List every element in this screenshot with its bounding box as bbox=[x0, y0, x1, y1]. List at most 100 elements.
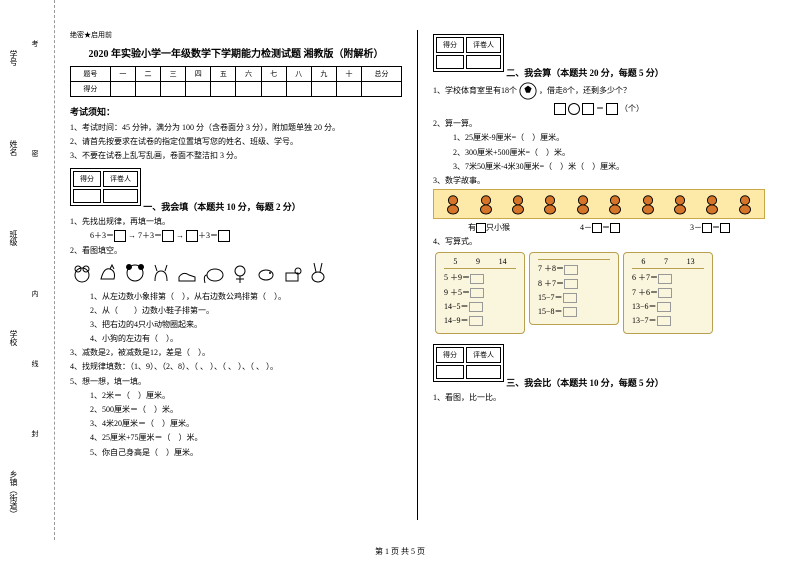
section2-title: 二、我会算（本题共 20 分，每题 5 分） bbox=[506, 68, 664, 78]
grader-label: 评卷人 bbox=[103, 171, 138, 187]
q2-item: 1、从左边数小象排第（ ），从右边数公鸡排第（ ）。 bbox=[70, 291, 402, 302]
answer-box[interactable] bbox=[658, 274, 672, 284]
q1-eq: 6＋3＝ → 7＋3＝ → ＋3＝ bbox=[70, 230, 402, 242]
answer-box[interactable] bbox=[564, 279, 578, 289]
bind-label: 姓名 bbox=[8, 140, 19, 156]
scorer-box: 得分评卷人 bbox=[433, 34, 504, 72]
monkey-icon bbox=[604, 193, 626, 215]
monkey-row bbox=[433, 189, 765, 219]
score-label: 得分 bbox=[436, 347, 464, 363]
bind-mark: 线 bbox=[30, 360, 40, 367]
q5-item: 2、500厘米＝（ ）米。 bbox=[70, 404, 402, 415]
q5-item: 4、25厘米+75厘米＝（ ）米。 bbox=[70, 432, 402, 443]
s2q2-item: 3、7米50厘米-4米30厘米=（ ）米（ ）厘米。 bbox=[433, 161, 765, 172]
calc-card: 7 ＋8＝8 ＋7＝15−7＝15−8＝ bbox=[529, 252, 619, 325]
answer-box[interactable] bbox=[186, 230, 198, 242]
monkey-icon bbox=[734, 193, 756, 215]
grader-label: 评卷人 bbox=[466, 37, 501, 53]
q5-item: 1、2米＝（ ）厘米。 bbox=[70, 390, 402, 401]
q2-item: 4、小狗的左边有（ ）。 bbox=[70, 333, 402, 344]
monkey-icon bbox=[475, 193, 497, 215]
bind-mark: 考 bbox=[30, 40, 40, 47]
left-column: 绝密★启用前 2020 年实验小学一年级数学下学期能力检测试题 湘教版（附解析）… bbox=[55, 30, 418, 520]
answer-box[interactable] bbox=[582, 103, 594, 115]
monkey-answers: 有只小猴 4－＝ 3－＝ bbox=[433, 222, 765, 233]
answer-box[interactable] bbox=[563, 293, 577, 303]
answer-box[interactable] bbox=[470, 274, 484, 284]
elephant-icon bbox=[201, 261, 225, 285]
answer-box[interactable] bbox=[564, 265, 578, 275]
notice: 2、请首先按要求在试卷的指定位置填写您的姓名、班级、学号。 bbox=[70, 136, 402, 147]
notice: 3、不要在试卷上乱写乱画，卷面不整洁扣 3 分。 bbox=[70, 150, 402, 161]
answer-box[interactable] bbox=[114, 230, 126, 242]
q2: 2、看图填空。 bbox=[70, 245, 402, 256]
q2-item: 3、把右边的4只小动物圈起来。 bbox=[70, 319, 402, 330]
answer-box[interactable] bbox=[162, 230, 174, 242]
monkey-icon bbox=[637, 193, 659, 215]
answer-box[interactable] bbox=[470, 288, 484, 298]
calc-card: 59145 ＋9＝9 ＋5＝14−5＝14−9＝ bbox=[435, 252, 525, 334]
q-text: ，借走8个，还剩多少个？ bbox=[539, 86, 631, 95]
score-label: 得分 bbox=[73, 171, 101, 187]
bind-label: 学校 bbox=[8, 330, 19, 346]
s2q3: 3、数学故事。 bbox=[433, 175, 765, 186]
s2q2-item: 1、25厘米-9厘米=（ ）厘米。 bbox=[433, 132, 765, 143]
answer-box[interactable] bbox=[592, 223, 602, 233]
q1: 1、先找出规律，再填一填。 bbox=[70, 216, 402, 227]
label: 4－ bbox=[580, 223, 592, 232]
answer-box[interactable] bbox=[657, 302, 671, 312]
q5: 5、想一想，填一填。 bbox=[70, 376, 402, 387]
s3q1: 1、看图，比一比。 bbox=[433, 392, 765, 403]
s2q1: 1、学校体育室里有18个 ，借走8个，还剩多少个？ bbox=[433, 82, 765, 100]
q4: 4、找规律填数：（1、9）、（2、8）、（ 、 ）、（ 、 ）、（ 、 ）。 bbox=[70, 361, 402, 372]
answer-box[interactable] bbox=[702, 223, 712, 233]
s2q4: 4、写算式。 bbox=[433, 236, 765, 247]
bind-label: 班级 bbox=[8, 230, 19, 246]
answer-box[interactable] bbox=[218, 230, 230, 242]
operator-circle[interactable] bbox=[568, 103, 580, 115]
bind-label: 学号 bbox=[8, 50, 19, 66]
q-text: 1、学校体育室里有18个 bbox=[433, 86, 517, 95]
answer-box[interactable] bbox=[657, 316, 671, 326]
monkey-icon bbox=[507, 193, 529, 215]
score-label: 得分 bbox=[436, 37, 464, 53]
bind-mark: 封 bbox=[30, 430, 40, 437]
binding-margin: 学号 姓名 班级 学校 乡镇（街道） 考 密 内 线 封 bbox=[0, 0, 55, 540]
shoe-icon bbox=[175, 261, 199, 285]
bind-label: 乡镇（街道） bbox=[8, 470, 19, 518]
cat-icon bbox=[149, 261, 173, 285]
answer-box[interactable] bbox=[469, 302, 483, 312]
answer-box[interactable] bbox=[563, 307, 577, 317]
answer-box[interactable] bbox=[658, 288, 672, 298]
answer-box[interactable] bbox=[610, 223, 620, 233]
secret-mark: 绝密★启用前 bbox=[70, 30, 402, 40]
dog-icon bbox=[280, 261, 304, 285]
label: 只小猴 bbox=[486, 223, 510, 232]
label: ＝ bbox=[712, 223, 720, 232]
rabbit-icon bbox=[306, 261, 330, 285]
scorer-box: 得分评卷人 bbox=[433, 344, 504, 382]
answer-box[interactable] bbox=[554, 103, 566, 115]
eq-text: 7＋3＝ bbox=[138, 231, 162, 240]
monkey-icon bbox=[572, 193, 594, 215]
soccer-icon bbox=[519, 82, 537, 100]
notice: 1、考试时间：45 分钟，满分为 100 分（含卷面分 3 分），附加题单独 2… bbox=[70, 122, 402, 133]
page-content: 绝密★启用前 2020 年实验小学一年级数学下学期能力检测试题 湘教版（附解析）… bbox=[0, 0, 800, 540]
animal-row bbox=[70, 261, 402, 287]
bird-icon bbox=[254, 261, 278, 285]
notice-title: 考试须知： bbox=[70, 105, 402, 118]
frog-icon bbox=[70, 261, 94, 285]
section1-title: 一、我会填（本题共 10 分，每题 2 分） bbox=[143, 202, 301, 212]
answer-box[interactable] bbox=[476, 223, 486, 233]
eq-text: 6＋3＝ bbox=[90, 231, 114, 240]
grader-label: 评卷人 bbox=[466, 347, 501, 363]
s2q2: 2、算一算。 bbox=[433, 118, 765, 129]
monkey-icon bbox=[539, 193, 561, 215]
answer-box[interactable] bbox=[469, 316, 483, 326]
answer-box[interactable] bbox=[720, 223, 730, 233]
bind-mark: 内 bbox=[30, 290, 40, 297]
q3: 3、减数是2，被减数是12，差是（ ）。 bbox=[70, 347, 402, 358]
label: 有 bbox=[468, 223, 476, 232]
answer-box[interactable] bbox=[606, 103, 618, 115]
monkey-icon bbox=[701, 193, 723, 215]
